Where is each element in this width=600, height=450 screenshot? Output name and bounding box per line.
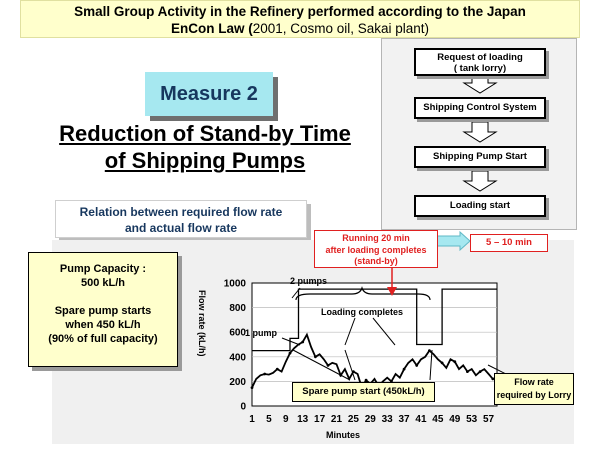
spare-start-pointer-1 [344,349,356,381]
relation-line-1: Relation between required flow rate [79,205,283,219]
x-tick-label: 57 [483,414,495,425]
flow-rate-callout-line-2: required by Lorry [496,390,572,400]
y-tick-label: 0 [240,402,246,413]
flow-point [491,377,495,381]
flow-diagram-panel: Request of loading ( tank lorry) Shippin… [381,38,577,230]
reduced-time-callout: 5 – 10 min [470,234,548,252]
flow-arrow-3 [462,170,498,192]
two-pumps-brace [295,286,431,301]
two-pumps-label: 2 pumps [290,276,328,286]
relation-caption: Relation between required flow rate and … [55,200,307,238]
pump-capacity-line-2: 500 kL/h [80,277,126,289]
pump-capacity-line-4: when 450 kL/h [65,319,141,331]
flow-point [466,370,469,373]
title-line-2: EnCon Law (2001, Cosmo oil, Sakai plant) [21,20,579,37]
heading-line-2: of Shipping Pumps [104,148,306,173]
x-tick-label: 45 [432,414,444,425]
x-tick-label: 29 [365,414,377,425]
flow-point [428,349,431,352]
flow-point [453,360,457,364]
spare-start-pointer-2 [292,349,351,381]
flow-point [288,351,292,355]
pump-capacity-line-1: Pump Capacity : [59,263,147,275]
one-pump-pointer [281,337,301,346]
y-tick-label: 800 [229,303,246,314]
slide-heading: Reduction of Stand-by Time of Shipping P… [40,120,370,174]
flow-point [263,372,267,376]
loading-completes-label: Loading completes [321,307,404,317]
spare-pump-start-callout: Spare pump start (450kL/h) [292,382,435,402]
x-tick-label: 21 [331,414,343,425]
running-callout-line-2: after loading completes [325,244,427,255]
x-tick-label: 13 [297,414,309,425]
x-tick-label: 5 [266,414,272,425]
flow-arrow-2 [462,121,498,143]
heading-line-1: Reduction of Stand-by Time [59,121,351,146]
spare-start-pointer-3 [429,349,433,381]
loading-completes-pointer-2 [372,317,396,346]
flow-rate-callout-line-1: Flow rate [514,377,554,387]
flow-point [440,361,444,365]
x-tick-label: 17 [314,414,326,425]
x-tick-label: 25 [348,414,360,425]
loading-completes-pointer [344,317,356,346]
one-pump-label: 1 pump [245,328,278,338]
flow-point [402,367,406,371]
flow-point [314,355,317,359]
running-arrow-head [387,287,397,296]
relation-line-2: and actual flow rate [124,221,238,235]
chart-y-ticks: 0 200 400 600 800 1000 [224,279,247,413]
running-callout: Running 20 min after loading completes (… [314,230,438,268]
title-line-2-bold: EnCon Law ( [170,21,253,36]
x-tick-label: 9 [283,414,289,425]
x-tick-label: 53 [466,414,478,425]
chart-x-ticks: 1 5 9 13 17 21 25 29 33 37 41 45 49 53 57 [249,414,494,425]
x-tick-label: 37 [399,414,411,425]
pump-capacity-line-3: Spare pump starts [54,305,152,317]
title-line-2-normal: 2001, Cosmo oil, Sakai plant) [252,21,430,36]
slide-title: Small Group Activity in the Refinery per… [20,0,580,38]
x-tick-label: 49 [449,414,461,425]
flow-point [275,367,279,371]
pump-capacity-box: Pump Capacity : 500 kL/h Spare pump star… [28,252,178,367]
measure-label: Measure 2 [145,72,273,116]
chart-annotations [281,230,511,381]
y-tick-label: 1000 [224,279,247,290]
y-tick-label: 600 [229,328,246,339]
flow-point [326,364,330,367]
running-callout-line-3: (stand-by) [354,256,398,266]
flow-point [478,370,482,373]
flow-rate-callout: Flow rate required by Lorry [494,373,574,405]
flow-point [301,340,305,344]
flow-step-request-line2: ( tank lorry) [453,63,507,74]
x-tick-label: 33 [382,414,394,425]
x-axis-label: Minutes [326,430,361,440]
actual-flow-line [251,332,498,390]
flow-point [364,378,368,382]
x-tick-label: 1 [249,414,255,425]
flow-step-pump-start: Shipping Pump Start [414,146,546,168]
y-axis-label: Flow rate (kL/h) [197,290,207,357]
x-tick-label: 41 [415,414,427,425]
pump-capacity-line [252,288,497,352]
two-pumps-pointer [291,287,301,299]
flow-step-shipping-control: Shipping Control System [414,97,546,119]
flow-point [250,386,254,389]
pump-capacity-line-5: (90% of full capacity) [48,333,158,345]
running-callout-line-1: Running 20 min [342,233,410,243]
flow-step-loading-start: Loading start [414,195,546,217]
flow-point [415,364,419,367]
flow-step-request: Request of loading ( tank lorry) [414,48,546,76]
y-tick-label: 200 [229,377,246,388]
title-line-1: Small Group Activity in the Refinery per… [74,4,526,19]
y-tick-label: 400 [229,352,246,363]
flow-step-request-line1: Request of loading [437,52,523,63]
